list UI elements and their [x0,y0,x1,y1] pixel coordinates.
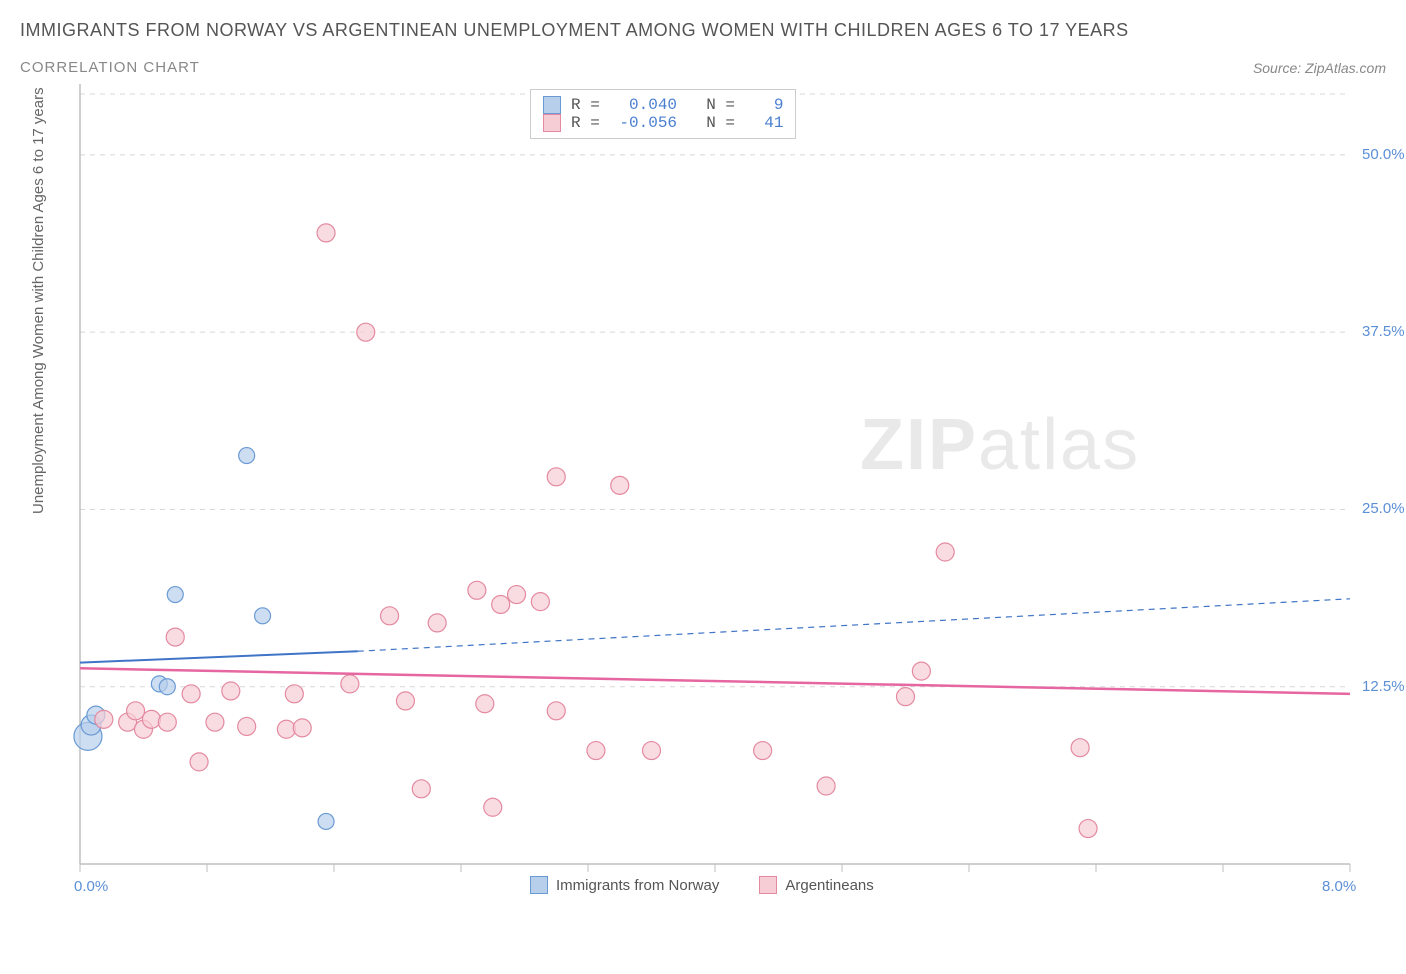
n-label: N = [687,96,745,114]
y-tick-label: 50.0% [1362,146,1405,163]
chart-container: Unemployment Among Women with Children A… [20,84,1386,954]
n-label: N = [687,114,745,132]
scatter-chart [20,84,1406,914]
legend-item: Immigrants from Norway [530,876,719,894]
y-tick-label: 12.5% [1362,678,1405,695]
r-value: 0.040 [619,96,677,114]
subtitle-row: CORRELATION CHART Source: ZipAtlas.com [20,59,1386,76]
series-swatch [543,96,561,114]
legend-label: Argentineans [785,877,873,894]
legend-label: Immigrants from Norway [556,877,719,894]
legend-item: Argentineans [759,876,873,894]
legend-swatch [530,876,548,894]
series-swatch [543,114,561,132]
legend-swatch [759,876,777,894]
series-legend: Immigrants from Norway Argentineans [530,876,874,894]
source-label: Source: ZipAtlas.com [1253,60,1386,76]
stats-legend-box: R = 0.040 N = 9R = -0.056 N = 41 [530,89,796,139]
y-tick-label: 37.5% [1362,323,1405,340]
r-value: -0.056 [619,114,677,132]
stats-row: R = -0.056 N = 41 [543,114,783,132]
r-label: R = [571,96,609,114]
y-tick-label: 25.0% [1362,500,1405,517]
x-tick-label: 0.0% [74,878,108,895]
chart-title: IMMIGRANTS FROM NORWAY VS ARGENTINEAN UN… [20,20,1386,41]
x-tick-label: 8.0% [1322,878,1356,895]
n-value: 41 [755,114,784,132]
stats-row: R = 0.040 N = 9 [543,96,783,114]
chart-subtitle: CORRELATION CHART [20,59,200,76]
n-value: 9 [755,96,784,114]
r-label: R = [571,114,609,132]
